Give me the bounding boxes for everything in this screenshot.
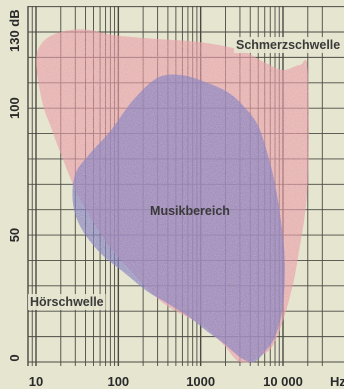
y-tick-label: 130 dB bbox=[7, 9, 22, 52]
region-label-bg bbox=[234, 37, 343, 53]
regions bbox=[36, 29, 309, 363]
x-tick-label: 10 000 bbox=[263, 374, 303, 389]
x-tick-label: 10 bbox=[29, 374, 43, 389]
region-label-musikbereich: Musikbereich bbox=[150, 204, 230, 218]
x-axis-ticks: 10 100 1000 10 000 Hz bbox=[29, 374, 344, 389]
region-musikbereich bbox=[72, 74, 285, 363]
x-unit-label: Hz bbox=[330, 374, 344, 389]
y-tick-label: 50 bbox=[7, 228, 22, 242]
region-label-hörschwelle: Hörschwelle bbox=[30, 295, 104, 309]
region-label-schmerzschwelle: Schmerzschwelle bbox=[236, 38, 340, 52]
y-tick-label: 0 bbox=[7, 354, 22, 361]
x-tick-label: 100 bbox=[107, 374, 129, 389]
y-tick-label: 100 bbox=[7, 97, 22, 119]
x-tick-label: 1000 bbox=[186, 374, 215, 389]
y-axis-ticks: 0 50 100 130 dB bbox=[7, 9, 22, 361]
region-labels: Schmerzschwelle Musikbereich Hörschwelle bbox=[28, 37, 343, 310]
region-label-bg bbox=[28, 294, 106, 310]
